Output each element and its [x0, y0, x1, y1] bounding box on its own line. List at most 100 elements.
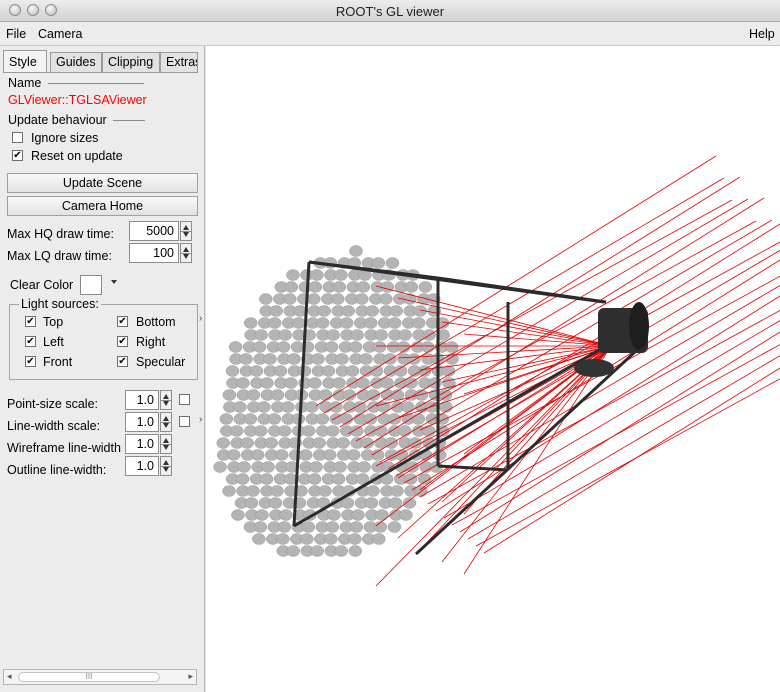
chevron-right-icon[interactable]: › [199, 313, 203, 324]
point-size-scale-checkbox[interactable] [179, 394, 190, 405]
menu-camera[interactable]: Camera [38, 27, 83, 41]
mirror-facet [281, 401, 295, 413]
light-ray [355, 220, 757, 442]
mirror-facet [318, 485, 332, 497]
light-front-label: Front [43, 355, 73, 369]
point-size-scale-input[interactable]: 1.0 [125, 390, 159, 410]
mirror-facet [331, 473, 346, 485]
chevron-down-icon[interactable] [111, 280, 117, 284]
mirror-facet [249, 365, 264, 377]
mirror-facet [374, 329, 388, 341]
chevron-right-icon[interactable]: › [199, 414, 203, 425]
scroll-left-icon[interactable]: ◂ [7, 671, 12, 681]
line-width-scale-stepper[interactable] [160, 412, 172, 432]
close-window-button[interactable] [9, 4, 21, 16]
mirror-facet [312, 437, 326, 449]
camera-mount [574, 359, 614, 377]
mirror-facet [240, 437, 254, 449]
mirror-facet [252, 533, 266, 545]
outline-line-width-input[interactable]: 1.0 [125, 456, 159, 476]
window-controls [9, 4, 57, 16]
light-top-checkbox[interactable]: ✔ [25, 316, 36, 327]
mirror-facet [287, 353, 301, 365]
mirror-facet [267, 317, 282, 329]
mirror-facet [302, 425, 316, 437]
horizontal-scrollbar[interactable]: ◂ III ▸ [3, 669, 197, 685]
mirror-facet [402, 497, 417, 509]
menu-help[interactable]: Help [749, 27, 775, 41]
clear-color-swatch[interactable] [80, 275, 102, 295]
mirror-facet [418, 281, 433, 293]
light-left-checkbox[interactable]: ✔ [25, 336, 36, 347]
light-right-label: Right [136, 335, 166, 349]
tab-guides[interactable]: Guides [50, 52, 102, 72]
max-lq-stepper[interactable] [180, 243, 192, 263]
max-hq-stepper[interactable] [180, 221, 192, 241]
mirror-facet [357, 461, 371, 473]
max-lq-label: Max LQ draw time: [7, 249, 112, 263]
mirror-facet [324, 533, 338, 545]
mirror-facet [311, 353, 325, 365]
point-size-scale-stepper[interactable] [160, 390, 172, 410]
mirror-facet [351, 509, 365, 521]
mirror-facet [226, 449, 241, 461]
mirror-facet [372, 341, 387, 353]
mirror-facet [349, 245, 363, 257]
update-scene-button[interactable]: Update Scene [7, 173, 198, 193]
mirror-facet [373, 521, 388, 533]
mirror-facet [336, 437, 350, 449]
tab-clipping[interactable]: Clipping [102, 52, 160, 72]
minimize-window-button[interactable] [27, 4, 39, 16]
light-bottom-checkbox[interactable]: ✔ [117, 316, 128, 327]
camera-home-button[interactable]: Camera Home [7, 196, 198, 216]
scrollbar-thumb[interactable]: III [18, 672, 160, 682]
max-lq-input[interactable]: 100 [129, 243, 179, 263]
mirror-facet [315, 413, 330, 425]
mirror-facet [348, 341, 363, 353]
wireframe-line-width-label: Wireframe line-width [7, 441, 121, 455]
mirror-facet [326, 329, 340, 341]
light-ray [375, 345, 612, 527]
mirror-facet [332, 281, 347, 293]
tab-extras[interactable]: Extras [160, 52, 198, 72]
zoom-window-button[interactable] [45, 4, 57, 16]
mirror-facet [366, 485, 380, 497]
mirror-facet [259, 293, 273, 305]
light-ray [375, 285, 612, 347]
gl-viewport[interactable] [206, 46, 780, 692]
mirror-facet [389, 305, 404, 317]
mirror-facet [399, 509, 413, 521]
wireframe-line-width-stepper[interactable] [160, 434, 172, 454]
light-ray [395, 249, 780, 477]
mirror-facet [346, 449, 361, 461]
scroll-right-icon[interactable]: ▸ [188, 671, 193, 681]
mirror-facet [340, 497, 355, 509]
mirror-facet [269, 305, 284, 317]
tab-style[interactable]: Style [3, 50, 47, 72]
light-front-checkbox[interactable]: ✔ [25, 356, 36, 367]
line-width-scale-input[interactable]: 1.0 [125, 412, 159, 432]
wireframe-line-width-input[interactable]: 1.0 [125, 434, 159, 454]
max-hq-input[interactable]: 5000 [129, 221, 179, 241]
ignore-sizes-checkbox[interactable] [12, 132, 23, 143]
outline-line-width-stepper[interactable] [160, 456, 172, 476]
reset-on-update-checkbox[interactable]: ✔ [12, 150, 23, 161]
light-right-checkbox[interactable]: ✔ [117, 336, 128, 347]
window-title: ROOT's GL viewer [335, 4, 445, 19]
mirror-facet [417, 365, 432, 377]
mirror-facet [356, 281, 371, 293]
mirror-facet [403, 293, 417, 305]
mirror-facet [236, 377, 250, 389]
line-width-scale-checkbox[interactable] [179, 416, 190, 427]
viewer-name: GLViewer::TGLSAViewer [8, 93, 147, 107]
menu-file[interactable]: File [6, 27, 27, 41]
mirror-facet [270, 485, 284, 497]
mirror-facet [405, 461, 419, 473]
mirror-facet [350, 329, 364, 341]
light-ray [443, 320, 780, 519]
update-behaviour-label: Update behaviour [8, 113, 107, 127]
mirror-facet [360, 437, 374, 449]
mirror-facet [384, 437, 398, 449]
light-specular-checkbox[interactable]: ✔ [117, 356, 128, 367]
light-ray [419, 285, 780, 498]
